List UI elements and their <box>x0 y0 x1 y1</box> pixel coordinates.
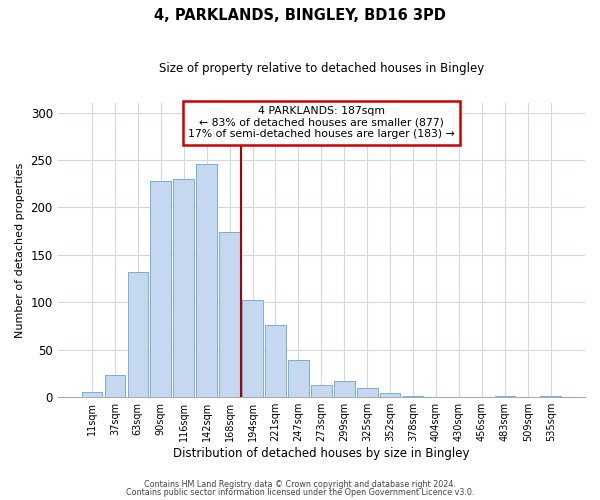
Text: 4 PARKLANDS: 187sqm
← 83% of detached houses are smaller (877)
17% of semi-detac: 4 PARKLANDS: 187sqm ← 83% of detached ho… <box>188 106 455 139</box>
Bar <box>196 164 217 397</box>
Bar <box>357 388 377 397</box>
Bar <box>128 272 148 397</box>
Bar <box>173 179 194 397</box>
Bar <box>265 325 286 397</box>
Text: Contains public sector information licensed under the Open Government Licence v3: Contains public sector information licen… <box>126 488 474 497</box>
Bar <box>334 381 355 397</box>
Title: Size of property relative to detached houses in Bingley: Size of property relative to detached ho… <box>159 62 484 76</box>
Bar <box>219 232 240 397</box>
Bar <box>380 394 400 397</box>
Text: 4, PARKLANDS, BINGLEY, BD16 3PD: 4, PARKLANDS, BINGLEY, BD16 3PD <box>154 8 446 22</box>
Bar <box>104 376 125 397</box>
Bar <box>242 300 263 397</box>
Bar <box>82 392 102 397</box>
Bar <box>403 396 424 397</box>
X-axis label: Distribution of detached houses by size in Bingley: Distribution of detached houses by size … <box>173 447 470 460</box>
Y-axis label: Number of detached properties: Number of detached properties <box>15 162 25 338</box>
Bar <box>288 360 309 397</box>
Bar <box>541 396 561 397</box>
Bar <box>494 396 515 397</box>
Text: Contains HM Land Registry data © Crown copyright and database right 2024.: Contains HM Land Registry data © Crown c… <box>144 480 456 489</box>
Bar <box>311 385 332 397</box>
Bar <box>151 181 171 397</box>
